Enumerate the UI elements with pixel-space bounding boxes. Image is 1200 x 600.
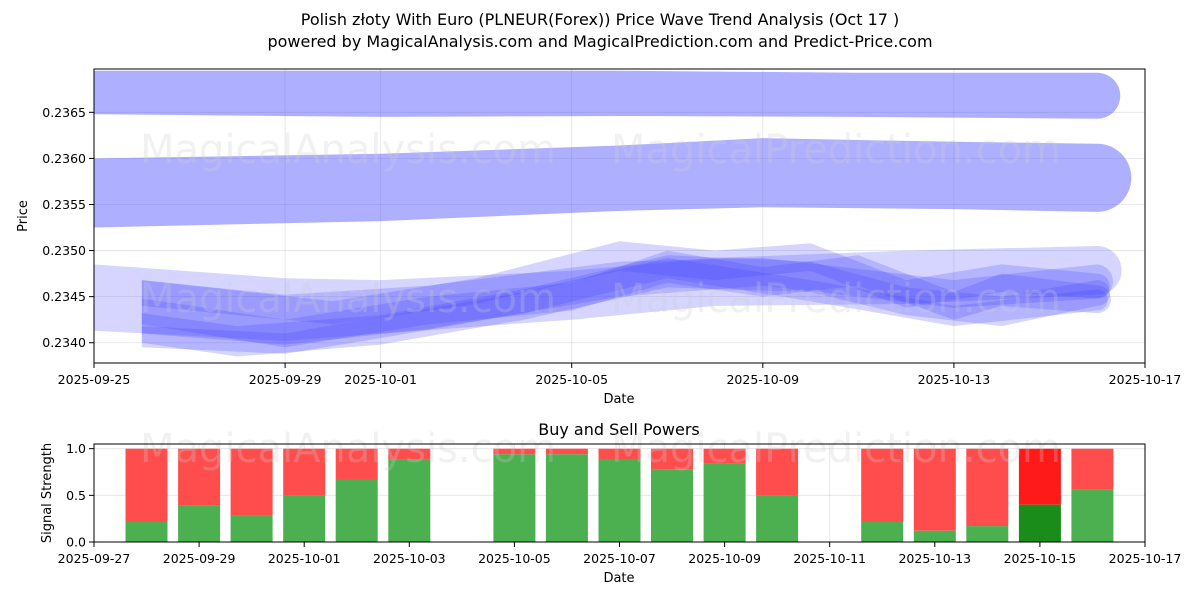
price-x-tick-label: 2025-10-13: [918, 372, 991, 387]
watermark-left: MagicalAnalysis.com: [140, 127, 556, 173]
buy-bar: [966, 526, 1009, 542]
sell-bar: [703, 448, 746, 464]
buy-bar: [388, 459, 431, 542]
signal-x-tick-label: 2025-10-05: [478, 551, 551, 566]
buy-bar: [283, 495, 326, 542]
price-x-tick-label: 2025-09-25: [58, 372, 131, 387]
price-y-tick-label: 0.2340: [42, 335, 86, 350]
buy-bar: [913, 530, 956, 542]
watermark-right: MagicalPrediction.com: [611, 127, 1061, 173]
signal-x-tick-label: 2025-10-13: [898, 551, 971, 566]
title-line-1: Polish złoty With Euro (PLNEUR(Forex)) P…: [301, 10, 900, 29]
buy-bar: [598, 458, 641, 542]
wave-band-6: [141, 250, 1112, 348]
wave-band-1: [94, 70, 1121, 119]
sell-bar: [598, 448, 641, 459]
wave-band-7: [141, 241, 1110, 325]
price-x-tick-label: 2025-10-17: [1109, 372, 1182, 387]
signal-x-tick-label: 2025-10-09: [688, 551, 761, 566]
sell-bar: [756, 448, 799, 496]
price-grid: [93, 69, 1146, 363]
sell-bar: [545, 448, 588, 455]
sell-bar: [230, 448, 273, 516]
signal-x-tick-label: 2025-10-15: [1004, 551, 1077, 566]
price-y-tick-label: 0.2360: [42, 151, 86, 166]
sell-bar: [1071, 448, 1114, 490]
sell-bar: [651, 448, 693, 470]
signal-y-ticks: 0.0 0.5 1.0: [66, 441, 94, 550]
price-wave-chart: MagicalAnalysis.com MagicalPrediction.co…: [16, 68, 1182, 407]
buy-bar: [230, 515, 273, 542]
buy-bar: [125, 521, 168, 542]
price-wave-bands: [94, 70, 1132, 357]
wave-band-3: [94, 246, 1122, 341]
price-y-ticks: 0.2340 0.2345 0.2350 0.2355 0.2360 0.2365: [42, 105, 94, 350]
price-plot-frame: [93, 68, 1146, 364]
price-y-tick-label: 0.2365: [42, 105, 86, 120]
signal-x-axis-label: Date: [603, 571, 634, 586]
wave-band-8: [141, 257, 1108, 354]
watermark-left-3: MagicalAnalysis.com: [140, 426, 556, 472]
sell-bar: [1018, 448, 1061, 505]
watermark-right-2: MagicalPrediction.com: [611, 276, 1061, 322]
price-x-tick-label: 2025-09-29: [249, 372, 322, 387]
sell-bar: [493, 448, 536, 455]
price-x-tick-label: 2025-10-09: [726, 372, 799, 387]
signal-x-tick-label: 2025-10-01: [268, 551, 341, 566]
signal-y-axis-label: Signal Strength: [40, 443, 55, 543]
sell-bar: [861, 448, 904, 522]
sell-bar: [388, 448, 431, 460]
buy-bar: [335, 479, 378, 542]
signal-x-tick-label: 2025-09-29: [163, 551, 236, 566]
buy-bar: [651, 469, 693, 542]
watermark-left-2: MagicalAnalysis.com: [140, 276, 556, 322]
price-x-axis-label: Date: [603, 392, 634, 407]
title-line-2: powered by MagicalAnalysis.com and Magic…: [267, 32, 932, 51]
buy-sell-chart: Buy and Sell Powers MagicalAnalysis.com …: [40, 420, 1181, 586]
signal-bars: [125, 448, 1114, 542]
price-y-tick-label: 0.2355: [42, 197, 86, 212]
buy-bar: [756, 495, 799, 542]
signal-y-tick-label: 0.5: [66, 488, 86, 503]
signal-y-tick-label: 0.0: [66, 535, 86, 550]
wave-band-2: [94, 138, 1132, 228]
price-y-axis-label: Price: [16, 200, 31, 232]
buy-bar: [1071, 489, 1114, 542]
signal-x-tick-label: 2025-10-17: [1109, 551, 1182, 566]
buy-bar: [703, 463, 746, 542]
signal-x-tick-label: 2025-10-07: [583, 551, 656, 566]
price-y-tick-label: 0.2345: [42, 289, 86, 304]
wave-band-4: [141, 257, 1113, 345]
sell-bar: [913, 448, 956, 531]
price-y-tick-label: 0.2350: [42, 243, 86, 258]
buy-bar: [178, 505, 221, 542]
buy-bar: [861, 521, 904, 542]
signal-x-tick-label: 2025-09-27: [58, 551, 131, 566]
wave-band-5: [141, 255, 1111, 357]
sell-bar: [283, 448, 326, 496]
price-x-tick-label: 2025-10-05: [535, 372, 608, 387]
signal-x-tick-label: 2025-10-03: [373, 551, 446, 566]
buy-sell-title: Buy and Sell Powers: [538, 420, 700, 439]
sell-bar: [178, 448, 221, 506]
sell-bar: [335, 448, 378, 480]
signal-y-tick-label: 1.0: [66, 441, 86, 456]
sell-bar: [125, 448, 168, 522]
price-x-tick-label: 2025-10-01: [344, 372, 417, 387]
buy-bar: [1018, 504, 1061, 542]
buy-bar: [493, 454, 536, 542]
sell-bar: [966, 448, 1009, 527]
watermark-right-3: MagicalPrediction.com: [611, 426, 1061, 472]
signal-x-ticks: 2025-09-27 2025-09-29 2025-10-01 2025-10-03…: [58, 542, 1182, 566]
buy-bar: [545, 454, 588, 542]
signal-x-tick-label: 2025-10-11: [793, 551, 866, 566]
price-x-ticks: 2025-09-25 2025-09-29 2025-10-01 2025-10-05…: [58, 363, 1182, 387]
